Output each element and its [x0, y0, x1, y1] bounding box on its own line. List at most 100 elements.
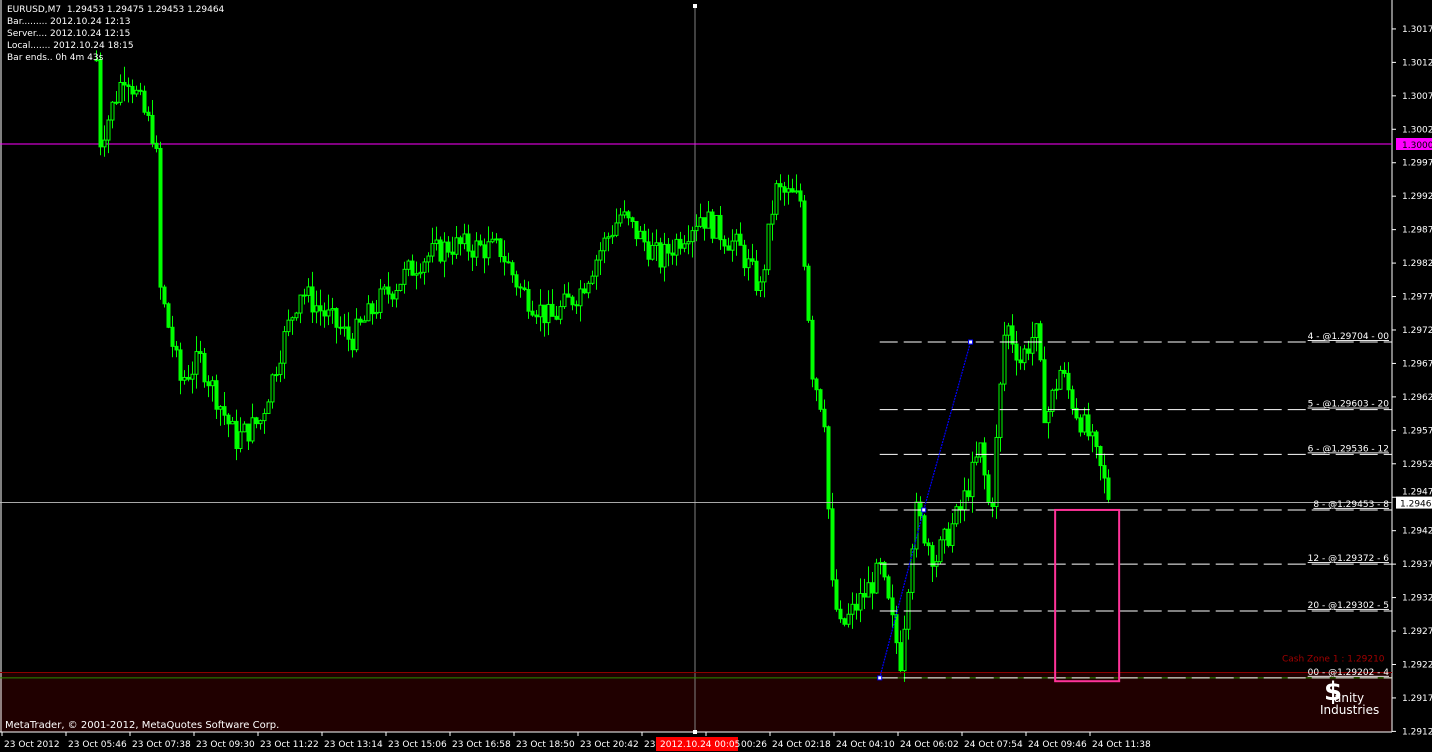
candle-body [174, 345, 179, 351]
candle-body [98, 59, 103, 148]
candle-body [574, 304, 579, 307]
candle-body [894, 614, 899, 644]
candle-body [1046, 410, 1051, 424]
candle-body [514, 274, 519, 288]
candle-body [878, 562, 883, 565]
candle-body [722, 239, 727, 247]
candle-body [478, 240, 483, 246]
x-tick-label: 23 Oct 09:30 [196, 740, 255, 750]
candle-body [1078, 417, 1083, 433]
candle-body [398, 283, 403, 291]
candle-body [562, 293, 567, 308]
target-level-label: 20 - @1.29302 - 5 [1308, 601, 1389, 611]
candle-body [646, 241, 651, 260]
server-time: Server.... 2012.10.24 12:15 [7, 29, 131, 39]
candle-body [1074, 407, 1079, 419]
candle-body [526, 289, 531, 312]
candle-body [830, 508, 835, 581]
cursor-handle-top [693, 4, 697, 8]
x-tick-label: 23 Oct 05:46 [68, 740, 127, 750]
cash-zone-label: Cash Zone 1 : 1.29210 [1282, 655, 1385, 665]
candle-body [378, 288, 383, 313]
candle-body [274, 374, 279, 377]
candle-body [390, 293, 395, 300]
sanity-industries-logo: $ anity Industries [1320, 677, 1380, 717]
round-level-badge [1396, 138, 1432, 150]
candle-body [542, 304, 547, 324]
candle-body [402, 268, 407, 285]
x-tick-label: 23 Oct 18:50 [516, 740, 575, 750]
candle-body [686, 241, 691, 245]
candle-body [738, 233, 743, 246]
candle-body [170, 326, 175, 347]
candle-body [418, 271, 423, 275]
x-tick-label: 23 Oct 16:58 [452, 740, 511, 750]
candle-body [714, 214, 719, 239]
candle-body [946, 528, 951, 546]
target-level-label: 5 - @1.29603 - 20 [1308, 400, 1390, 410]
candle-body [270, 374, 275, 403]
candle-body [1082, 414, 1087, 433]
candle-body [250, 417, 255, 442]
candle-body [618, 214, 623, 224]
candle-body [698, 217, 703, 227]
candle-body [186, 376, 191, 380]
y-tick-label: 1.29572 [1402, 426, 1432, 436]
dollar-icon: $ [1324, 677, 1343, 707]
candle-body [1086, 414, 1091, 437]
candle-body [970, 461, 975, 498]
candle-body [890, 597, 895, 616]
candle-body [902, 628, 907, 672]
candle-body [162, 286, 167, 305]
candle-body [782, 186, 787, 193]
candle-body [794, 190, 799, 193]
x-tick-label: 00:26 [741, 740, 767, 750]
candle-body [842, 618, 847, 625]
candle-body [426, 255, 431, 263]
x-tick-label: 24 Oct 11:38 [1092, 740, 1151, 750]
target-level-label: 4 - @1.29704 - 00 [1308, 332, 1390, 342]
candle-body [626, 211, 631, 219]
candle-body [614, 222, 619, 236]
candle-body [122, 81, 127, 86]
candle-body [154, 142, 159, 149]
candle-body [210, 380, 215, 387]
candle-body [950, 523, 955, 546]
x-tick-label: 23 [644, 740, 655, 750]
x-tick-label: 23 Oct 07:38 [132, 740, 191, 750]
candle-body [850, 603, 855, 615]
candle-body [710, 211, 715, 239]
candle-body [506, 261, 511, 264]
candle-body [322, 310, 327, 317]
candle-body [966, 490, 971, 498]
candle-body [226, 414, 231, 425]
x-tick-label: 23 Oct 20:42 [580, 740, 639, 750]
candle-body [674, 238, 679, 256]
candle-body [742, 244, 747, 269]
candle-body [582, 288, 587, 294]
candle-body [754, 260, 759, 292]
candle-body [310, 286, 315, 313]
candle-body [118, 81, 123, 103]
candle-body [458, 237, 463, 245]
candle-body [866, 582, 871, 598]
x-tick-label: 23 Oct 2012 [4, 740, 60, 750]
candle-body [262, 412, 267, 422]
y-tick-label: 1.29422 [1402, 527, 1432, 537]
candle-body [302, 294, 307, 297]
candle-body [194, 351, 199, 375]
candle-body [318, 305, 323, 312]
candle-body [114, 101, 119, 104]
y-tick-label: 1.29722 [1402, 326, 1432, 336]
candle-body [294, 312, 299, 319]
candle-body [510, 262, 515, 276]
candle-body [634, 220, 639, 240]
candle-body [630, 217, 635, 222]
candle-body [254, 417, 259, 425]
candle-body [258, 420, 263, 425]
candle-body [718, 214, 723, 241]
candle-body [406, 260, 411, 270]
x-tick-label: 24 Oct 09:46 [1028, 740, 1087, 750]
